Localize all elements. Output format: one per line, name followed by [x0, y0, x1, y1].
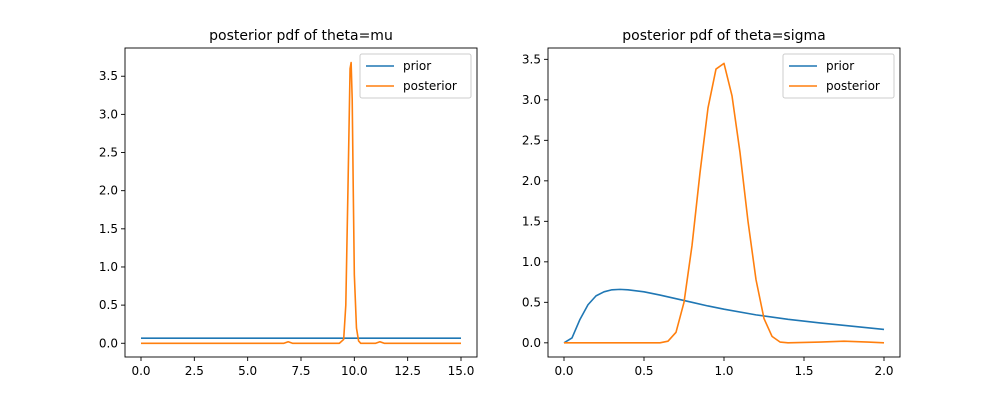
series-line-posterior	[141, 61, 461, 345]
x-tick-label: 5.0	[238, 364, 257, 378]
chart-sigma: 0.0 0.5 1.0 1.5 2.0 0.0 0.5 1.0 1.5 2.0 2.5 3.0 3.5 p…	[522, 28, 901, 378]
legend-label-prior: prior	[403, 59, 431, 73]
y-tick-label: 2.0	[99, 184, 118, 198]
y-tick-label: 0.5	[522, 295, 541, 309]
chart-title: posterior pdf of theta=mu	[209, 28, 393, 44]
x-tick-label: 10.0	[341, 364, 368, 378]
x-tick-label: 12.5	[394, 364, 421, 378]
y-tick-label: 0.0	[99, 336, 118, 350]
legend	[359, 53, 472, 99]
legend-label-posterior: posterior	[826, 79, 880, 93]
y-tick-label: 3.5	[522, 52, 541, 66]
y-tick-label: 1.5	[522, 214, 541, 228]
x-tick-label: 1.0	[714, 364, 733, 378]
y-tick-label: 3.0	[99, 107, 118, 121]
x-tick-label: 2.5	[185, 364, 204, 378]
legend-label-prior: prior	[826, 59, 854, 73]
y-tick-label: 1.5	[99, 222, 118, 236]
chart-title: posterior pdf of theta=sigma	[622, 28, 825, 44]
x-tick-label: 15.0	[448, 364, 475, 378]
y-tick-label: 0.5	[99, 298, 118, 312]
x-tick-label: 0.0	[554, 364, 573, 378]
chart-mu: 0.0 2.5 5.0 7.5 10.0 12.5 15.0 0.0 0.5 1.0 1.5 2.0 2…	[99, 28, 478, 378]
y-tick-label: 2.5	[99, 146, 118, 160]
legend-label-posterior: posterior	[403, 79, 457, 93]
x-tick-label: 1.5	[794, 364, 813, 378]
y-tick-label: 2.5	[522, 133, 541, 147]
x-tick-label: 0.0	[131, 364, 150, 378]
x-tick-label: 0.5	[634, 364, 653, 378]
y-tick-label: 0.0	[522, 336, 541, 350]
x-tick-label: 7.5	[291, 364, 310, 378]
y-tick-label: 1.0	[99, 260, 118, 274]
x-tick-label: 2.0	[874, 364, 893, 378]
series-line-prior	[563, 288, 885, 344]
y-tick-label: 2.0	[522, 174, 541, 188]
y-tick-label: 1.0	[522, 255, 541, 269]
legend	[782, 53, 895, 99]
y-tick-label: 3.0	[522, 93, 541, 107]
series-line-posterior	[564, 62, 885, 344]
y-tick-label: 3.5	[99, 69, 118, 83]
